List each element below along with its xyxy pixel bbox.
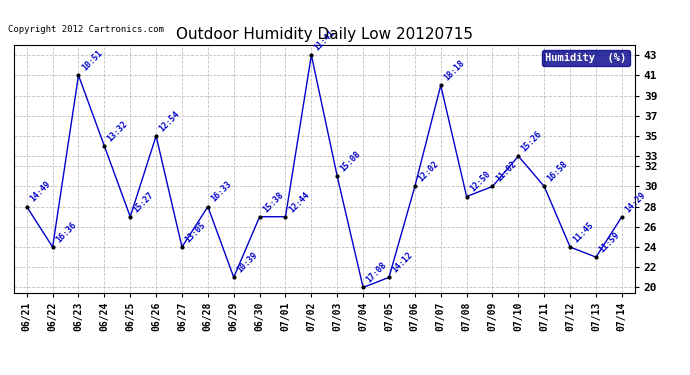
Text: 13:32: 13:32 bbox=[106, 119, 130, 143]
Text: 17:08: 17:08 bbox=[364, 261, 388, 285]
Title: Outdoor Humidity Daily Low 20120715: Outdoor Humidity Daily Low 20120715 bbox=[176, 27, 473, 42]
Text: 15:38: 15:38 bbox=[261, 190, 285, 214]
Text: 16:33: 16:33 bbox=[209, 180, 233, 204]
Text: 15:08: 15:08 bbox=[339, 150, 363, 174]
Text: 15:27: 15:27 bbox=[132, 190, 156, 214]
Text: 14:29: 14:29 bbox=[623, 190, 647, 214]
Text: 12:02: 12:02 bbox=[416, 160, 440, 184]
Text: 18:18: 18:18 bbox=[442, 58, 466, 82]
Text: 15:26: 15:26 bbox=[520, 129, 544, 153]
Text: 11:41: 11:41 bbox=[313, 28, 337, 53]
Text: 16:36: 16:36 bbox=[54, 220, 78, 244]
Text: 10:51: 10:51 bbox=[80, 48, 104, 72]
Text: 11:02: 11:02 bbox=[494, 160, 518, 184]
Text: 12:44: 12:44 bbox=[287, 190, 311, 214]
Text: 12:50: 12:50 bbox=[468, 170, 492, 194]
Text: 10:39: 10:39 bbox=[235, 251, 259, 274]
Text: 14:49: 14:49 bbox=[28, 180, 52, 204]
Text: 11:59: 11:59 bbox=[598, 230, 622, 254]
Text: 11:45: 11:45 bbox=[571, 220, 595, 244]
Legend: Humidity  (%): Humidity (%) bbox=[542, 50, 629, 66]
Text: 14:12: 14:12 bbox=[391, 251, 415, 274]
Text: 16:58: 16:58 bbox=[546, 160, 570, 184]
Text: 12:54: 12:54 bbox=[157, 109, 181, 133]
Text: Copyright 2012 Cartronics.com: Copyright 2012 Cartronics.com bbox=[8, 25, 164, 34]
Text: 13:05: 13:05 bbox=[184, 220, 208, 244]
